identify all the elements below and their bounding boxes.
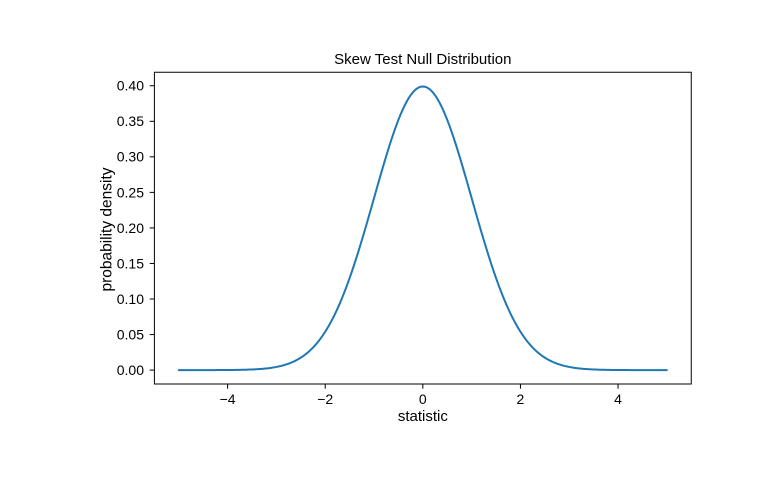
svg-text:statistic: statistic (398, 408, 449, 425)
svg-text:probability density: probability density (99, 167, 116, 291)
svg-text:0.05: 0.05 (117, 326, 144, 342)
svg-text:2: 2 (517, 391, 525, 407)
svg-text:−4: −4 (220, 391, 236, 407)
svg-text:0.40: 0.40 (117, 78, 144, 94)
svg-text:0.00: 0.00 (117, 362, 144, 378)
svg-text:0.15: 0.15 (117, 255, 144, 271)
svg-text:Skew Test Null Distribution: Skew Test Null Distribution (334, 51, 511, 68)
svg-text:−2: −2 (317, 391, 333, 407)
svg-text:0.25: 0.25 (117, 184, 144, 200)
svg-text:0.10: 0.10 (117, 291, 144, 307)
svg-text:0.30: 0.30 (117, 149, 144, 165)
svg-text:4: 4 (614, 391, 622, 407)
svg-text:0: 0 (419, 391, 427, 407)
svg-text:0.35: 0.35 (117, 113, 144, 129)
svg-text:0.20: 0.20 (117, 220, 144, 236)
